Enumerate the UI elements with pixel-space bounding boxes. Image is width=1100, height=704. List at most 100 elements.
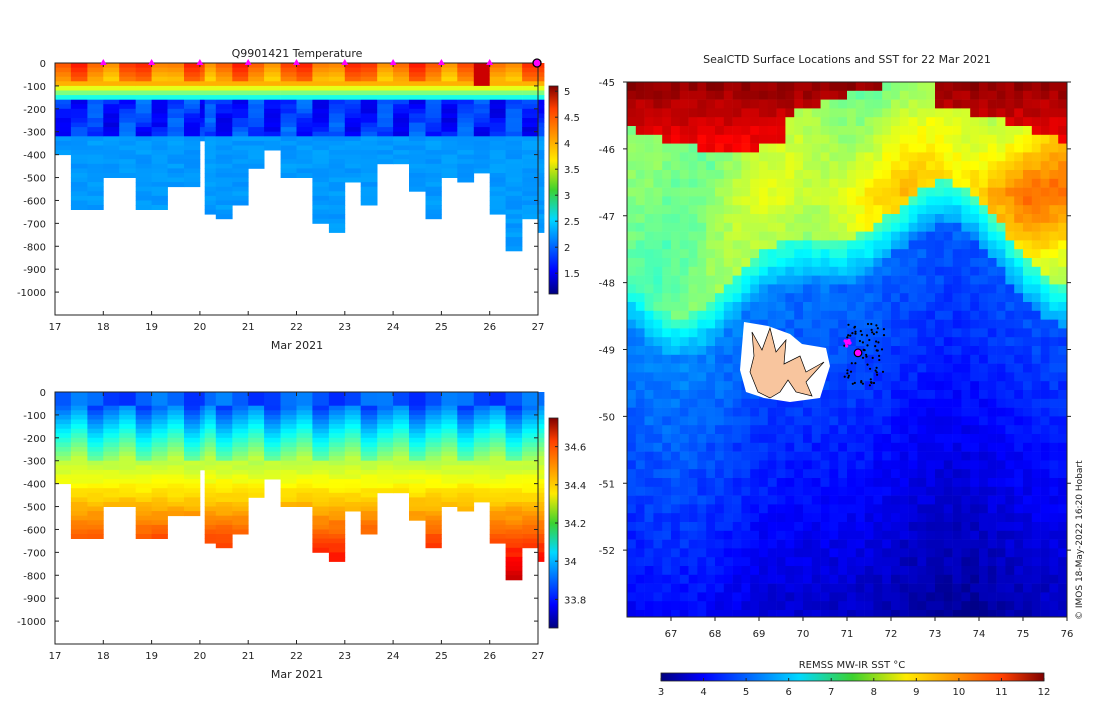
profile-cell — [377, 488, 393, 493]
sst-cell — [909, 205, 918, 214]
sst-cell — [741, 100, 750, 109]
sst-cell — [1041, 452, 1050, 461]
sst-cell — [706, 531, 715, 540]
sst-cell — [794, 135, 803, 144]
sst-cell — [627, 267, 636, 276]
sst-cell — [909, 346, 918, 355]
sst-cell — [1005, 82, 1014, 91]
profile-cell — [522, 488, 538, 493]
sst-cell — [1058, 240, 1067, 249]
profile-cell — [232, 433, 248, 438]
sst-cell — [847, 566, 856, 575]
profile-cell — [205, 516, 217, 521]
sst-cell — [1014, 531, 1023, 540]
sst-cell — [961, 337, 970, 346]
sst-cell — [891, 575, 900, 584]
profile-cell — [119, 461, 136, 466]
sst-cell — [733, 240, 742, 249]
profile-cell — [409, 420, 426, 425]
sst-cell — [1032, 214, 1041, 223]
sst-cell — [891, 205, 900, 214]
sst-cell — [636, 584, 645, 593]
sst-cell — [900, 487, 909, 496]
sst-cell — [873, 232, 882, 241]
sst-cell — [812, 425, 821, 434]
sst-cell — [636, 425, 645, 434]
sst-cell — [777, 117, 786, 126]
sst-cell — [794, 531, 803, 540]
sst-cell — [733, 443, 742, 452]
sst-cell — [1049, 214, 1058, 223]
sst-cell — [1041, 232, 1050, 241]
sst-cell — [689, 372, 698, 381]
profile-cell — [71, 118, 88, 123]
sst-cell — [873, 390, 882, 399]
sst-cell — [733, 126, 742, 135]
profile-cell — [87, 534, 103, 539]
sst-cell — [917, 443, 926, 452]
sst-cell — [935, 416, 944, 425]
profile-cell — [312, 415, 329, 420]
sst-cell — [1058, 284, 1067, 293]
sst-cell — [671, 196, 680, 205]
profile-cell — [71, 178, 88, 183]
profile-cell — [361, 91, 378, 96]
sst-cell — [829, 311, 838, 320]
profile-cell — [329, 86, 345, 91]
sst-cell — [917, 311, 926, 320]
sst-cell — [953, 390, 962, 399]
profile-cell — [184, 401, 200, 406]
profile-cell — [297, 86, 313, 91]
sst-cell — [627, 452, 636, 461]
sst-cell — [715, 328, 724, 337]
sst-cell — [847, 223, 856, 232]
sst-cell — [812, 531, 821, 540]
profile-cell — [264, 406, 281, 411]
sst-cell — [882, 100, 891, 109]
sst-cell — [653, 416, 662, 425]
sst-cell — [768, 108, 777, 117]
sst-cell — [750, 108, 759, 117]
sst-cell — [997, 390, 1006, 399]
sst-cell — [917, 267, 926, 276]
profile-cell — [345, 452, 361, 457]
sst-cell — [935, 170, 944, 179]
sst-cell — [926, 267, 935, 276]
sst-cell — [653, 540, 662, 549]
profile-cell — [168, 86, 185, 91]
sst-cell — [759, 416, 768, 425]
sst-cell — [838, 170, 847, 179]
profile-cell — [168, 456, 185, 461]
sst-cell — [882, 196, 891, 205]
profile-cell — [361, 127, 378, 132]
sst-cell — [750, 522, 759, 531]
sst-cell — [856, 592, 865, 601]
profile-cell — [248, 433, 264, 438]
sst-cell — [636, 390, 645, 399]
x-tick-label: 23 — [338, 322, 351, 333]
sst-cell — [944, 575, 953, 584]
profile-cell — [312, 77, 329, 82]
profile-cell — [87, 113, 103, 118]
profile-cell — [426, 465, 442, 470]
sst-cell — [847, 425, 856, 434]
profile-cell — [119, 86, 136, 91]
sst-cell — [1023, 91, 1032, 100]
sst-cell — [1049, 390, 1058, 399]
sst-cell — [680, 267, 689, 276]
profile-cell — [136, 433, 152, 438]
sst-cell — [680, 513, 689, 522]
profile-cell — [490, 81, 506, 86]
sst-cell — [636, 188, 645, 197]
sst-cell — [847, 504, 856, 513]
profile-cell — [55, 397, 71, 402]
sst-cell — [794, 408, 803, 417]
sst-cell — [944, 592, 953, 601]
sst-cell — [979, 179, 988, 188]
profile-cell — [119, 479, 136, 484]
sst-cell — [777, 240, 786, 249]
sst-cell — [970, 540, 979, 549]
profile-cell — [361, 433, 378, 438]
sst-cell — [768, 416, 777, 425]
profile-cell — [248, 475, 264, 480]
